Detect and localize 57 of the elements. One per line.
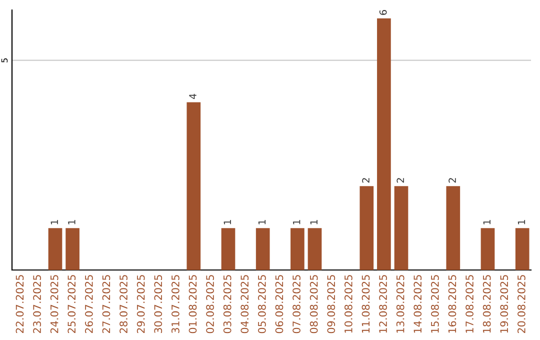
x-tick-label: 17.08.2025	[466, 275, 474, 333]
x-tick-label: 13.08.2025	[396, 275, 404, 333]
data-label: 1	[224, 220, 231, 224]
x-tick-label: 02.08.2025	[206, 275, 214, 334]
x-tick-label: 28.07.2025	[120, 275, 128, 334]
data-label: 1	[258, 220, 266, 224]
data-label: 1	[483, 220, 490, 224]
x-tick-label: 10.08.2025	[344, 275, 352, 333]
x-tick-label: 08.08.2025	[310, 275, 318, 334]
bar	[480, 228, 495, 270]
x-tick-label: 04.08.2025	[240, 275, 249, 334]
data-label: 4	[189, 94, 196, 100]
x-tick-label: 09.08.2025	[327, 275, 336, 334]
bar	[394, 186, 408, 270]
x-tick-label: 26.07.2025	[84, 275, 93, 334]
bar	[446, 186, 460, 270]
bar	[221, 228, 236, 270]
x-tick-label: 03.08.2025	[223, 275, 232, 334]
x-tick-label: 25.07.2025	[68, 275, 76, 334]
bar	[290, 228, 304, 270]
data-label: 6	[379, 10, 387, 15]
x-tick-label: 23.07.2025	[33, 275, 41, 334]
x-tick-label: 15.08.2025	[430, 275, 439, 333]
x-tick-label: 24.07.2025	[50, 275, 58, 334]
x-tick-label: 06.08.2025	[275, 275, 284, 334]
x-tick-label: 22.07.2025	[16, 275, 24, 334]
bar	[377, 18, 391, 270]
x-tick-label: 01.08.2025	[188, 275, 197, 334]
bar	[48, 228, 62, 270]
x-tick-label: 27.07.2025	[102, 275, 110, 334]
x-tick-label: 31.07.2025	[171, 275, 180, 334]
x-tick-label: 14.08.2025	[414, 275, 422, 333]
x-tick-label: 20.08.2025	[517, 275, 526, 334]
x-tick-label: 19.08.2025	[500, 275, 508, 333]
x-tick-label: 11.08.2025	[362, 275, 370, 333]
bar	[360, 186, 374, 270]
data-label: 1	[518, 220, 526, 224]
bar	[256, 228, 270, 270]
x-tick-label: 16.08.2025	[448, 275, 456, 333]
bar	[515, 228, 530, 270]
data-label: 1	[293, 220, 300, 224]
x-tick-label: 07.08.2025	[292, 275, 300, 334]
data-label: 2	[362, 178, 370, 183]
bar	[186, 102, 201, 270]
bar	[308, 228, 322, 270]
data-label: 1	[310, 220, 318, 224]
data-label: 1	[50, 220, 58, 224]
x-tick-label: 05.08.2025	[258, 275, 266, 334]
x-tick-label: 30.07.2025	[154, 275, 162, 334]
x-tick-label: 12.08.2025	[379, 275, 387, 333]
x-tick-label: 18.08.2025	[482, 275, 491, 333]
y-tick-label: 5	[1, 58, 8, 62]
data-label: 2	[396, 178, 404, 183]
data-label: 1	[68, 220, 76, 224]
data-label: 2	[448, 178, 456, 183]
x-tick-label: 29.07.2025	[136, 275, 145, 334]
bar	[66, 228, 80, 270]
